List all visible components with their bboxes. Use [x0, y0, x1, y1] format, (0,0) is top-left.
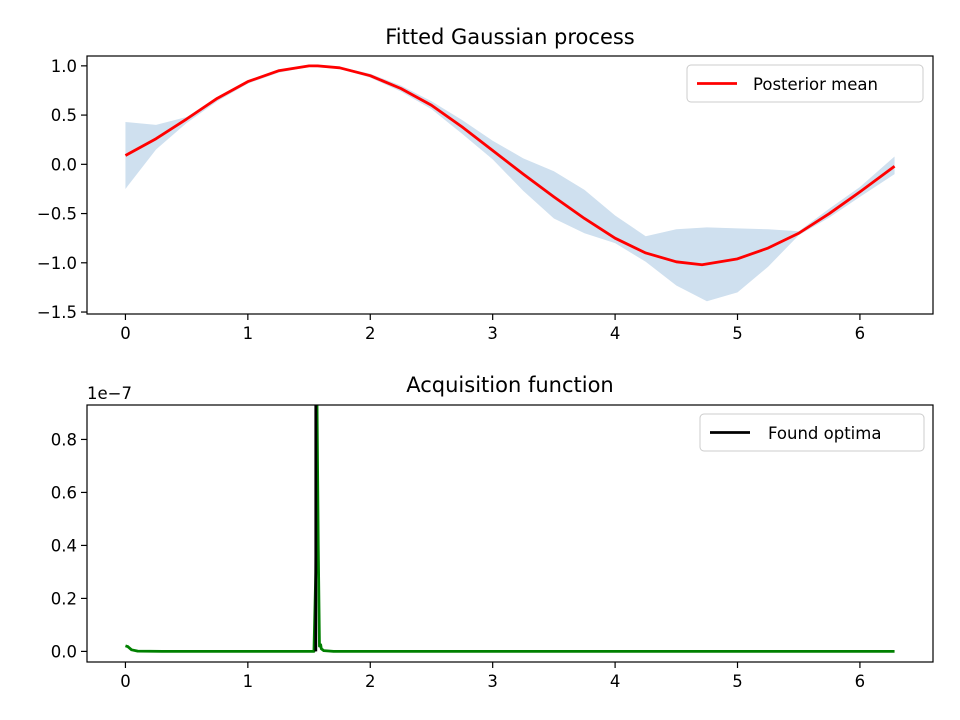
y-tick-label: 0.5 [51, 106, 77, 125]
x-tick-label: 6 [855, 324, 866, 343]
x-tick-label: 5 [732, 672, 743, 691]
y-tick-label: 0.8 [51, 430, 77, 449]
plot-area-acquisition [125, 405, 895, 653]
y-tick-label: −1.5 [37, 303, 77, 322]
x-axis-ticks-gp: 0 1 2 3 4 5 6 [120, 314, 865, 343]
x-tick-label: 0 [120, 324, 131, 343]
legend-label-posterior-mean: Posterior mean [753, 75, 878, 94]
y-tick-label: 0.0 [51, 155, 77, 174]
acquisition-curve [125, 405, 895, 653]
x-tick-label: 5 [732, 324, 743, 343]
axes-frame-gp [86, 55, 934, 315]
subplot-gaussian-process: Fitted Gaussian process 0 1 2 3 4 5 6 −1.5 −1.0… [37, 25, 934, 343]
x-axis-ticks-acquisition: 0 1 2 3 4 5 6 [120, 662, 865, 691]
legend-gp: Posterior mean [686, 64, 924, 103]
x-tick-label: 6 [855, 672, 866, 691]
y-tick-label: 0.6 [51, 483, 77, 502]
legend-label-found-optima: Found optima [768, 424, 881, 443]
confidence-band [125, 64, 895, 302]
x-tick-label: 2 [365, 672, 376, 691]
x-tick-label: 3 [487, 324, 498, 343]
y-offset-text: 1e−7 [87, 384, 132, 403]
y-tick-label: −0.5 [37, 205, 77, 224]
legend-acquisition: Found optima [699, 413, 925, 452]
subplot-title-acquisition: Acquisition function [406, 373, 613, 397]
y-tick-label: 0.4 [51, 536, 77, 555]
y-axis-ticks-acquisition: 0.0 0.2 0.4 0.6 0.8 [51, 430, 87, 661]
x-tick-label: 4 [610, 672, 621, 691]
axes-frame-acquisition [86, 404, 934, 663]
x-tick-label: 1 [243, 324, 254, 343]
legend-box-acquisition [699, 413, 925, 452]
y-axis-ticks-gp: −1.5 −1.0 −0.5 0.0 0.5 1.0 [37, 57, 87, 322]
y-tick-label: 1.0 [51, 57, 77, 76]
plot-area-gp [124, 64, 896, 302]
subplot-title-gp: Fitted Gaussian process [385, 25, 635, 49]
y-tick-label: −1.0 [37, 254, 77, 273]
x-tick-label: 0 [120, 672, 131, 691]
x-tick-label: 1 [243, 672, 254, 691]
y-tick-label: 0.2 [51, 589, 77, 608]
posterior-mean-line [124, 64, 896, 267]
y-tick-label: 0.0 [51, 642, 77, 661]
legend-box-gp [686, 64, 924, 103]
x-tick-label: 2 [365, 324, 376, 343]
x-tick-label: 3 [487, 672, 498, 691]
subplot-acquisition: Acquisition function 1e−7 0 1 2 3 4 5 6 0.0 0.2… [51, 373, 934, 691]
x-tick-label: 4 [610, 324, 621, 343]
